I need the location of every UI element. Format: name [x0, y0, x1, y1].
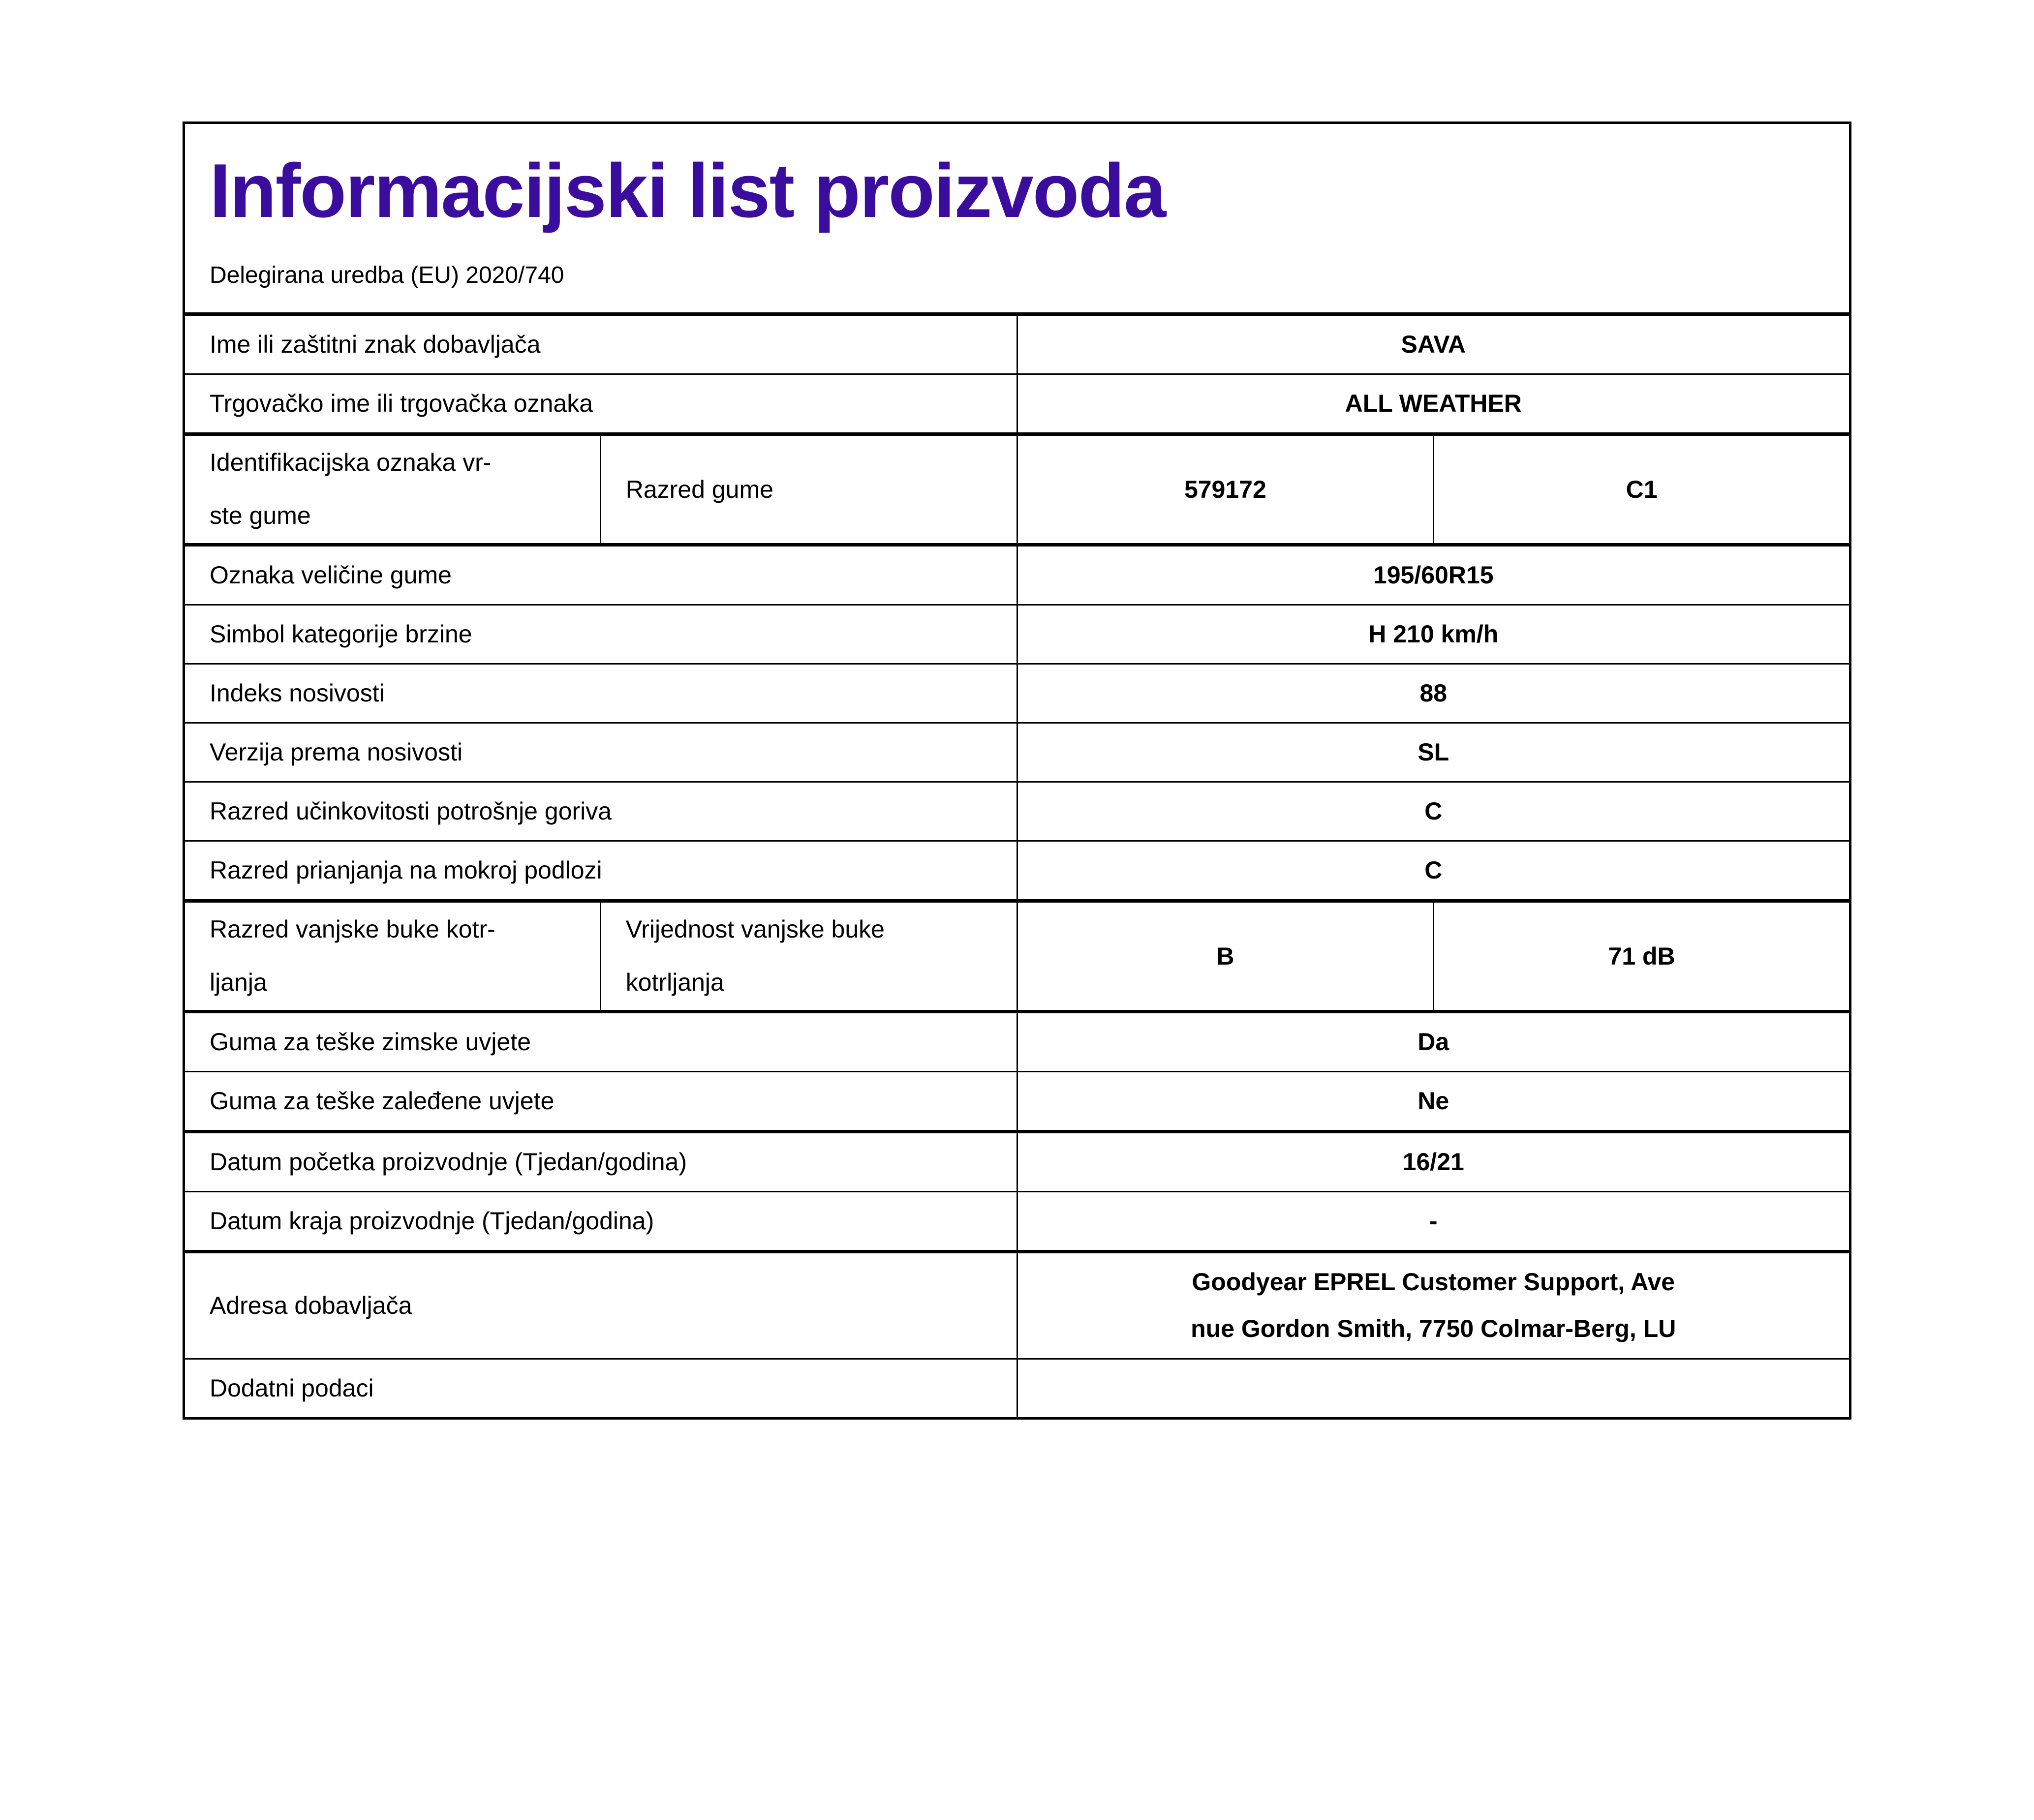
table-row-load-index: Indeks nosivosti 88: [183, 663, 1851, 724]
row-value-ice-tyre: Ne: [1016, 1070, 1851, 1133]
row-value-tyre-type-id: 579172: [1016, 433, 1435, 546]
sheet-header-cell: Informacijski list proizvoda Delegirana …: [183, 122, 1851, 316]
row-label-fuel-efficiency-class: Razred učinkovitosti potrošnje goriva: [183, 781, 1018, 842]
row-label-load-index: Indeks nosivosti: [183, 663, 1018, 724]
row-value-snow-tyre: Da: [1016, 1010, 1851, 1072]
sheet-header-row: Informacijski list proizvoda Delegirana …: [183, 122, 1851, 316]
table-row-production-end: Datum kraja proizvodnje (Tjedan/godina) …: [183, 1190, 1851, 1253]
table-row-snow-tyre: Guma za teške zimske uvjete Da: [183, 1010, 1851, 1072]
row-value-noise-value: 71 dB: [1433, 900, 1851, 1013]
row-value-supplier-address: Goodyear EPREL Customer Support, Ave nue…: [1016, 1250, 1851, 1360]
row-value-tyre-class: C1: [1433, 433, 1851, 546]
table-row-tyre-type-id: Identifikacijska oznaka vr- ste gume Raz…: [183, 433, 1851, 546]
page-subtitle: Delegirana uredba (EU) 2020/740: [210, 262, 564, 288]
row-value-noise-class: B: [1016, 900, 1435, 1013]
row-label-production-start: Datum početka proizvodnje (Tjedan/godina…: [183, 1130, 1018, 1192]
row-value-additional-info: [1016, 1358, 1851, 1419]
row-value-size-designation: 195/60R15: [1016, 544, 1851, 606]
row-label-tyre-type-id: Identifikacijska oznaka vr- ste gume: [183, 433, 601, 546]
table-row-noise: Razred vanjske buke kotr- ljanja Vrijedn…: [183, 900, 1851, 1013]
page-title: Informacijski list proizvoda: [210, 148, 1166, 233]
row-label-wet-grip-class: Razred prianjanja na mokroj podlozi: [183, 840, 1018, 903]
row-label-supplier-name: Ime ili zaštitni znak dobavljača: [183, 313, 1018, 375]
table-row-fuel-efficiency-class: Razred učinkovitosti potrošnje goriva C: [183, 781, 1851, 842]
row-label-load-version: Verzija prema nosivosti: [183, 722, 1018, 783]
row-label-ice-tyre: Guma za teške zaleđene uvjete: [183, 1070, 1018, 1133]
table-row-additional-info: Dodatni podaci: [183, 1358, 1851, 1419]
row-value-trade-name: ALL WEATHER: [1016, 373, 1851, 436]
row-label-noise-class: Razred vanjske buke kotr- ljanja: [183, 900, 601, 1013]
table-row-wet-grip-class: Razred prianjanja na mokroj podlozi C: [183, 840, 1851, 903]
row-label-noise-value: Vrijednost vanjske buke kotrljanja: [599, 900, 1018, 1013]
table-row-size-designation: Oznaka veličine gume 195/60R15: [183, 544, 1851, 606]
row-label-production-end: Datum kraja proizvodnje (Tjedan/godina): [183, 1190, 1018, 1253]
row-label-speed-category: Simbol kategorije brzine: [183, 604, 1018, 665]
table-row-trade-name: Trgovačko ime ili trgovačka oznaka ALL W…: [183, 373, 1851, 436]
row-label-tyre-class: Razred gume: [599, 433, 1018, 546]
row-label-additional-info: Dodatni podaci: [183, 1358, 1018, 1419]
row-value-supplier-name: SAVA: [1016, 313, 1851, 375]
table-row-ice-tyre: Guma za teške zaleđene uvjete Ne: [183, 1070, 1851, 1133]
table-row-load-version: Verzija prema nosivosti SL: [183, 722, 1851, 783]
row-value-production-end: -: [1016, 1190, 1851, 1253]
row-value-fuel-efficiency-class: C: [1016, 781, 1851, 842]
row-value-wet-grip-class: C: [1016, 840, 1851, 903]
product-sheet-table: Informacijski list proizvoda Delegirana …: [183, 121, 1851, 1420]
row-label-size-designation: Oznaka veličine gume: [183, 544, 1018, 606]
table-row-speed-category: Simbol kategorije brzine H 210 km/h: [183, 604, 1851, 665]
row-value-speed-category: H 210 km/h: [1016, 604, 1851, 665]
row-value-production-start: 16/21: [1016, 1130, 1851, 1192]
row-label-supplier-address: Adresa dobavljača: [183, 1250, 1018, 1360]
row-label-trade-name: Trgovačko ime ili trgovačka oznaka: [183, 373, 1018, 436]
row-value-load-version: SL: [1016, 722, 1851, 783]
row-label-snow-tyre: Guma za teške zimske uvjete: [183, 1010, 1018, 1072]
table-row-supplier-name: Ime ili zaštitni znak dobavljača SAVA: [183, 313, 1851, 375]
table-row-production-start: Datum početka proizvodnje (Tjedan/godina…: [183, 1130, 1851, 1192]
table-row-supplier-address: Adresa dobavljača Goodyear EPREL Custome…: [183, 1250, 1851, 1360]
row-value-load-index: 88: [1016, 663, 1851, 724]
